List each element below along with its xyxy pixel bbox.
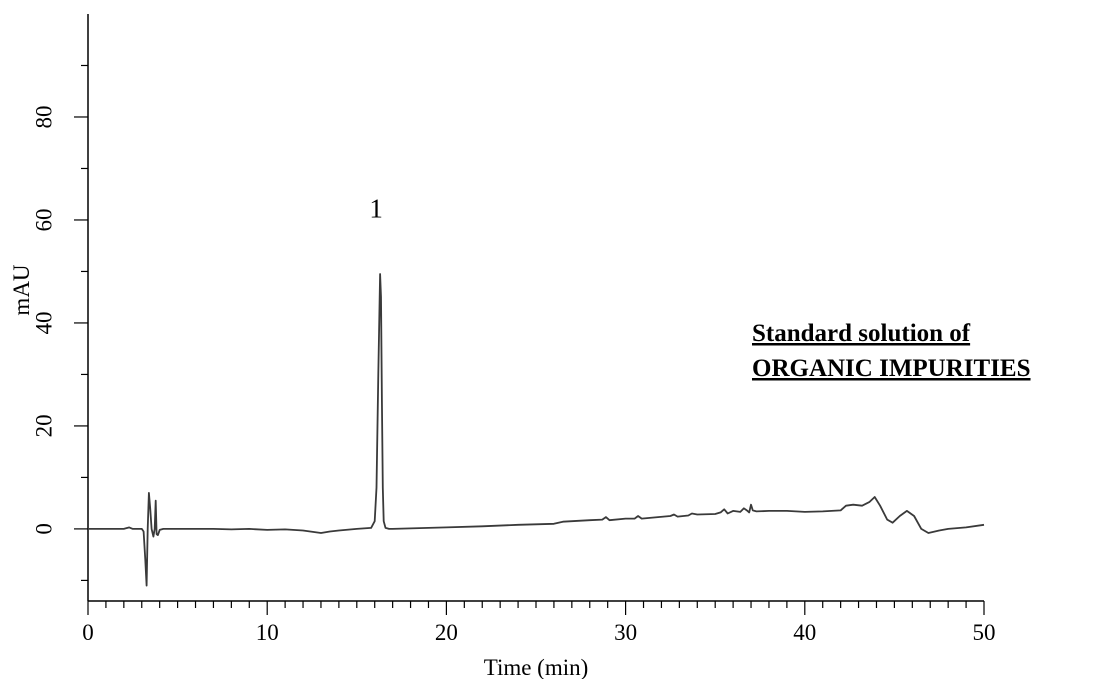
annotation-line-1: Standard solution of xyxy=(752,320,971,347)
y-tick-label: 20 xyxy=(32,414,57,437)
y-tick-label: 80 xyxy=(32,105,57,128)
x-tick-label: 30 xyxy=(614,620,637,645)
x-tick-label: 40 xyxy=(793,620,816,645)
annotation-line-2: ORGANIC IMPURITIES xyxy=(752,355,1031,382)
x-tick-label: 20 xyxy=(435,620,458,645)
chromatogram-trace xyxy=(88,273,985,587)
y-tick-label: 40 xyxy=(32,311,57,334)
tick-labels: 0 10 20 30 40 50 0 20 40 60 80 xyxy=(32,105,996,645)
y-tick-label: 0 xyxy=(32,523,57,535)
x-tick-label: 10 xyxy=(256,620,279,645)
y-tick-label: 60 xyxy=(32,208,57,231)
peak-label-1: 1 xyxy=(369,193,383,223)
x-tick-label: 0 xyxy=(82,620,94,645)
x-axis-title: Time (min) xyxy=(484,655,589,679)
y-axis-title: mAU xyxy=(9,264,34,316)
tick-marks xyxy=(74,64,985,615)
x-tick-label: 50 xyxy=(973,620,996,645)
axes xyxy=(87,14,984,602)
